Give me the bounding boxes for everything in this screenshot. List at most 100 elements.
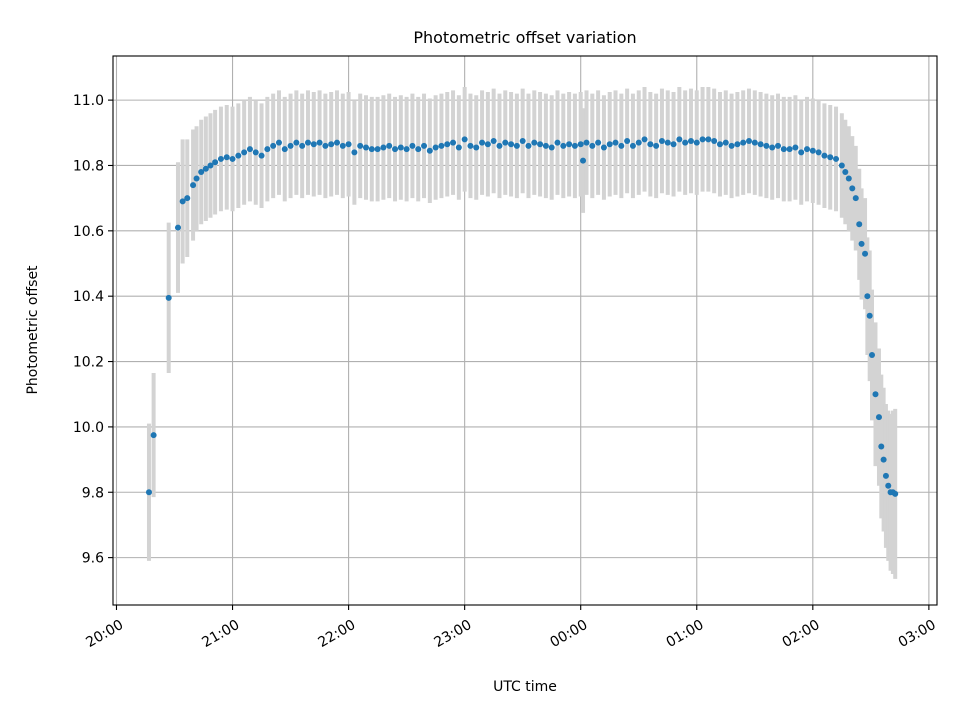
data-point — [310, 141, 317, 148]
data-point — [368, 146, 375, 153]
data-point — [838, 162, 845, 169]
data-point — [174, 224, 181, 231]
data-point — [571, 142, 578, 149]
y-tick-label: 10.4 — [73, 289, 104, 305]
data-point — [763, 142, 770, 149]
data-point — [252, 149, 259, 156]
data-point — [374, 146, 381, 153]
data-point — [287, 142, 294, 149]
y-tick-label: 10.6 — [73, 224, 104, 240]
data-point — [461, 136, 468, 143]
data-point — [293, 139, 300, 146]
data-point — [386, 142, 393, 149]
data-point — [190, 182, 197, 189]
data-point — [589, 142, 596, 149]
data-point — [403, 146, 410, 153]
data-point — [716, 141, 723, 148]
data-point — [150, 432, 157, 439]
data-point — [880, 456, 887, 463]
data-point — [682, 139, 689, 146]
data-point — [878, 443, 885, 450]
data-point — [595, 139, 602, 146]
data-point — [809, 147, 816, 154]
data-point — [792, 144, 799, 151]
data-point — [833, 155, 840, 162]
data-point — [426, 147, 433, 154]
data-point — [885, 482, 892, 489]
data-point — [397, 144, 404, 151]
data-point — [728, 142, 735, 149]
y-tick-label: 10.8 — [73, 158, 104, 174]
data-point — [333, 139, 340, 146]
data-point — [519, 137, 526, 144]
data-point — [658, 137, 665, 144]
data-point — [892, 490, 899, 497]
data-point — [357, 142, 364, 149]
data-point — [264, 146, 271, 153]
data-point — [432, 144, 439, 151]
data-point — [872, 391, 879, 398]
data-point — [693, 139, 700, 146]
data-point — [380, 144, 387, 151]
data-point — [580, 157, 587, 164]
data-point — [193, 175, 200, 182]
data-point — [316, 139, 323, 146]
data-points — [145, 136, 899, 497]
data-point — [229, 155, 236, 162]
data-point — [455, 144, 462, 151]
data-point — [629, 142, 636, 149]
data-point — [664, 139, 671, 146]
chart-title: Photometric offset variation — [413, 28, 636, 47]
data-point — [496, 142, 503, 149]
data-point — [322, 142, 329, 149]
data-point — [583, 139, 590, 146]
data-point — [647, 141, 654, 148]
data-point — [392, 146, 399, 153]
data-point — [554, 139, 561, 146]
data-point — [548, 144, 555, 151]
data-point — [345, 141, 352, 148]
plot-frame — [112, 55, 938, 606]
data-point — [479, 139, 486, 146]
data-point — [757, 141, 764, 148]
data-point — [858, 240, 865, 247]
data-point — [699, 136, 706, 143]
data-point — [882, 472, 889, 479]
y-tick-label: 10.2 — [73, 355, 104, 371]
data-point — [670, 141, 677, 148]
data-point — [198, 169, 205, 176]
data-point — [687, 137, 694, 144]
data-point — [339, 142, 346, 149]
data-point — [542, 142, 549, 149]
data-point — [467, 142, 474, 149]
data-point — [444, 141, 451, 148]
y-tick-label: 9.6 — [82, 551, 104, 567]
data-point — [537, 141, 544, 148]
data-point — [745, 137, 752, 144]
data-point — [856, 221, 863, 228]
data-point — [560, 142, 567, 149]
data-point — [606, 141, 613, 148]
data-point — [421, 142, 428, 149]
data-point — [722, 139, 729, 146]
y-tick-label: 11.0 — [73, 93, 104, 109]
data-point — [235, 152, 242, 159]
data-point — [875, 414, 882, 421]
data-point — [653, 142, 660, 149]
data-point — [513, 142, 520, 149]
data-point — [207, 162, 214, 169]
data-point — [275, 139, 282, 146]
data-point — [508, 141, 515, 148]
data-point — [600, 144, 607, 151]
data-point — [624, 137, 631, 144]
data-point — [241, 149, 248, 156]
data-point — [798, 149, 805, 156]
data-point — [821, 152, 828, 159]
data-point — [270, 142, 277, 149]
data-point — [849, 185, 856, 192]
data-point — [351, 149, 358, 156]
data-point — [775, 142, 782, 149]
data-point — [281, 146, 288, 153]
